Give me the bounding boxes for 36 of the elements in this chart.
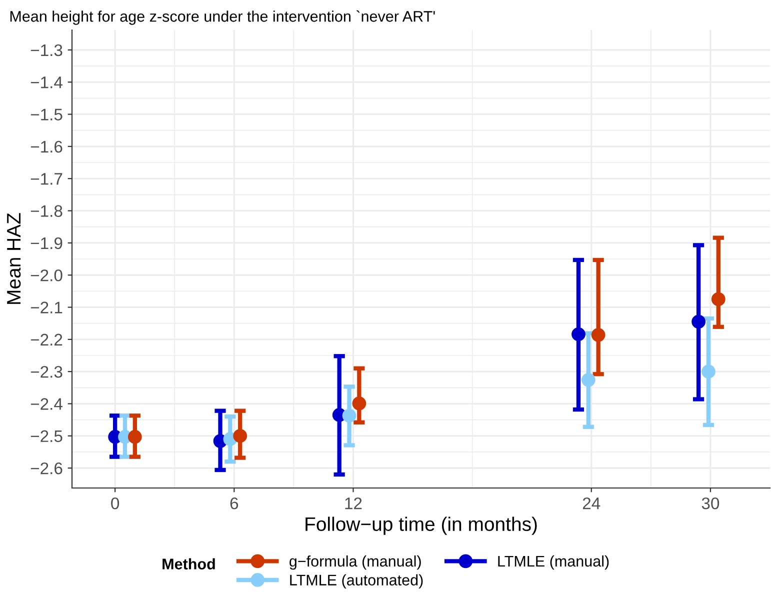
y-tick-label: −1.8 <box>30 205 62 217</box>
point <box>233 428 248 443</box>
y-tick-label: −1.9 <box>30 237 62 250</box>
legend-title: Method <box>162 558 215 570</box>
y-tick-label: −2.5 <box>30 430 62 442</box>
x-tick-label: 12 <box>345 497 362 510</box>
y-axis-title: Mean HAZ <box>7 213 21 304</box>
y-tick-label: −1.3 <box>30 44 62 56</box>
y-tick-label: −2.0 <box>30 269 62 282</box>
y-tick-label: −2.2 <box>30 334 62 346</box>
y-tick-label: −2.3 <box>30 366 62 378</box>
point <box>572 327 586 342</box>
point <box>352 396 366 410</box>
x-tick-label: 0 <box>111 497 120 510</box>
chart-title: Mean height for age z-score under the intervention `never ART' <box>10 10 435 25</box>
x-axis-title: Follow−up time (in months) <box>306 516 537 535</box>
legend-label: g−formula (manual) <box>290 555 421 570</box>
y-tick-label: −1.5 <box>30 108 62 120</box>
y-tick-label: −2.6 <box>30 462 62 474</box>
x-tick-label: 6 <box>230 497 238 510</box>
x-tick-label: 24 <box>582 497 600 510</box>
point <box>128 430 142 444</box>
legend-label: LTMLE (manual) <box>498 555 609 570</box>
y-tick-label: −2.4 <box>30 398 62 410</box>
y-tick-label: −1.7 <box>30 173 62 185</box>
y-tick-label: −1.6 <box>30 140 62 153</box>
legend-label: LTMLE (automated) <box>290 574 423 588</box>
point <box>711 292 726 306</box>
point <box>702 364 716 379</box>
point <box>342 408 356 423</box>
y-tick-label: −1.4 <box>30 76 62 88</box>
point <box>581 372 596 387</box>
point <box>692 314 706 329</box>
y-tick-label: −2.1 <box>30 302 62 314</box>
x-tick-label: 30 <box>702 497 720 510</box>
point <box>591 328 606 342</box>
